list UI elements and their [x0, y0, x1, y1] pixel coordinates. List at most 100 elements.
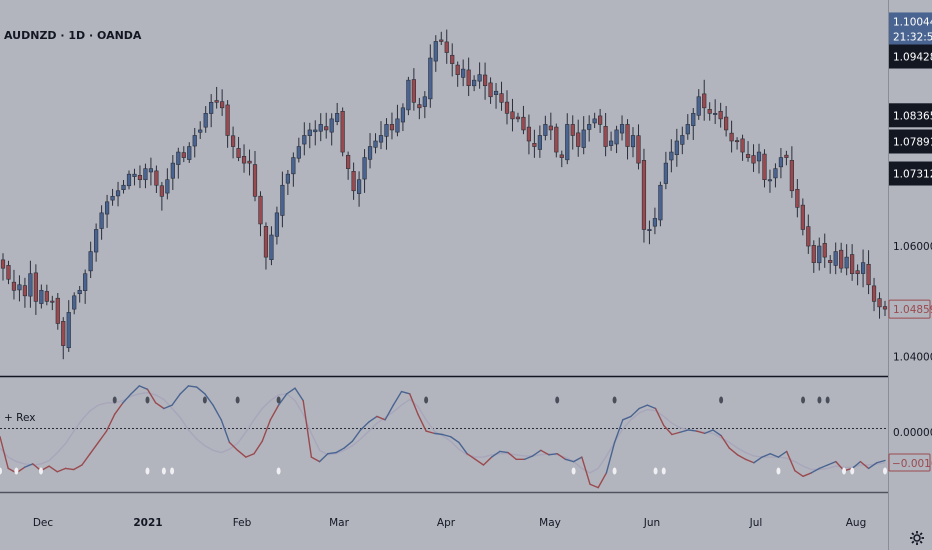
candle-down	[839, 249, 844, 269]
candle-down	[61, 321, 66, 346]
indicator-label: + Rex	[4, 412, 35, 424]
candle-down	[828, 260, 833, 263]
candle-down	[351, 171, 356, 192]
osc-value-text: −0.00160	[892, 458, 932, 470]
candle-up	[187, 146, 192, 160]
price-tag-label: 1.04859	[893, 304, 932, 316]
oscillator-segment	[343, 440, 354, 449]
signal-dot-bottom	[850, 467, 855, 475]
oscillator-segment	[712, 429, 722, 437]
candle-up	[373, 140, 378, 148]
candle-down	[559, 154, 564, 158]
price-tag-label: 1.10044	[893, 16, 932, 28]
oscillator-segment	[458, 441, 468, 455]
oscillator-segment	[236, 449, 247, 458]
oscillator-segment	[327, 451, 337, 455]
candle-up	[318, 124, 323, 132]
candle-down	[504, 101, 510, 114]
candle-up	[756, 151, 762, 162]
candle-down	[882, 306, 888, 310]
oscillator-signal-dots	[0, 396, 887, 475]
candle-down	[636, 135, 641, 164]
price-candles	[0, 29, 888, 360]
candle-down	[482, 74, 488, 87]
candle-up	[685, 124, 690, 135]
gear-icon[interactable]	[909, 530, 925, 546]
oscillator-segment	[449, 436, 460, 444]
oscillator-segment	[56, 467, 67, 473]
candle-up	[472, 79, 477, 87]
candle-down	[214, 100, 219, 103]
candle-down	[806, 226, 811, 247]
candle-down	[526, 126, 532, 142]
signal-dot-top	[235, 396, 240, 404]
candle-up	[630, 135, 636, 148]
oscillator-segment	[195, 386, 206, 395]
oscillator-segment	[777, 450, 788, 458]
osc-value-tag	[888, 453, 931, 472]
oscillator-segment	[163, 404, 173, 410]
oscillator-segment	[736, 454, 747, 461]
candle-down	[241, 155, 247, 164]
candle-down	[877, 298, 882, 308]
signal-dot-top	[112, 396, 117, 404]
oscillator-segment	[785, 450, 796, 472]
candle-down	[784, 154, 789, 158]
oscillator-segment	[351, 429, 362, 442]
candle-up	[170, 162, 175, 179]
oscillator-segment	[695, 430, 706, 435]
candle-down	[263, 226, 269, 258]
candle-down	[598, 115, 603, 125]
oscillator-segment	[859, 460, 870, 470]
candle-down	[702, 93, 707, 109]
candle-down	[6, 265, 11, 280]
oscillator-segment	[302, 399, 313, 458]
oscillator-segment	[499, 450, 509, 454]
candle-up	[647, 229, 652, 231]
candle-up	[307, 129, 312, 136]
price-axis-labels[interactable]: 1.06000 1.04000 1.10044 21:32:58 1.09428 1.08…	[888, 12, 932, 364]
candle-up	[608, 140, 614, 146]
candle-down	[33, 272, 38, 302]
oscillator-segment	[753, 456, 763, 464]
oscillator-segment	[204, 393, 214, 406]
candle-up	[587, 124, 592, 130]
candle-up	[767, 179, 773, 182]
oscillator-segment	[105, 413, 116, 432]
candle-up	[39, 289, 44, 304]
signal-dot-bottom	[776, 467, 781, 475]
oscillator-segment	[425, 430, 436, 435]
candle-up	[280, 184, 285, 216]
candle-down	[510, 111, 515, 120]
price-tag-clock: 21:32:58	[893, 31, 932, 43]
candle-up	[83, 273, 88, 291]
signal-dot-top	[801, 396, 806, 404]
candle-up	[269, 234, 274, 260]
oscillator-segment	[359, 421, 370, 431]
candle-up	[367, 146, 373, 160]
oscillator-segment	[531, 449, 542, 457]
candle-up	[329, 118, 334, 133]
oscillator-segment	[630, 407, 640, 418]
oscillator-segment	[540, 449, 550, 456]
candle-down	[866, 263, 871, 286]
oscillator-segment	[0, 436, 9, 470]
oscillator-segment	[581, 456, 591, 485]
candle-up	[773, 168, 778, 179]
oscillator-segment	[589, 483, 599, 489]
oscillator-segment	[876, 459, 886, 464]
candle-up	[104, 201, 110, 215]
candle-up	[778, 157, 784, 168]
candle-up	[817, 245, 822, 264]
candle-down	[324, 126, 329, 131]
oscillator-segment	[154, 402, 165, 410]
candle-up	[115, 190, 121, 197]
signal-dot-bottom	[170, 467, 175, 475]
oscillator-segment	[818, 464, 829, 470]
signal-line	[0, 391, 886, 474]
candle-down	[444, 41, 449, 53]
time-axis-labels[interactable]: Dec 2021 Feb Mar Apr May Jun Jul Aug	[33, 517, 866, 529]
